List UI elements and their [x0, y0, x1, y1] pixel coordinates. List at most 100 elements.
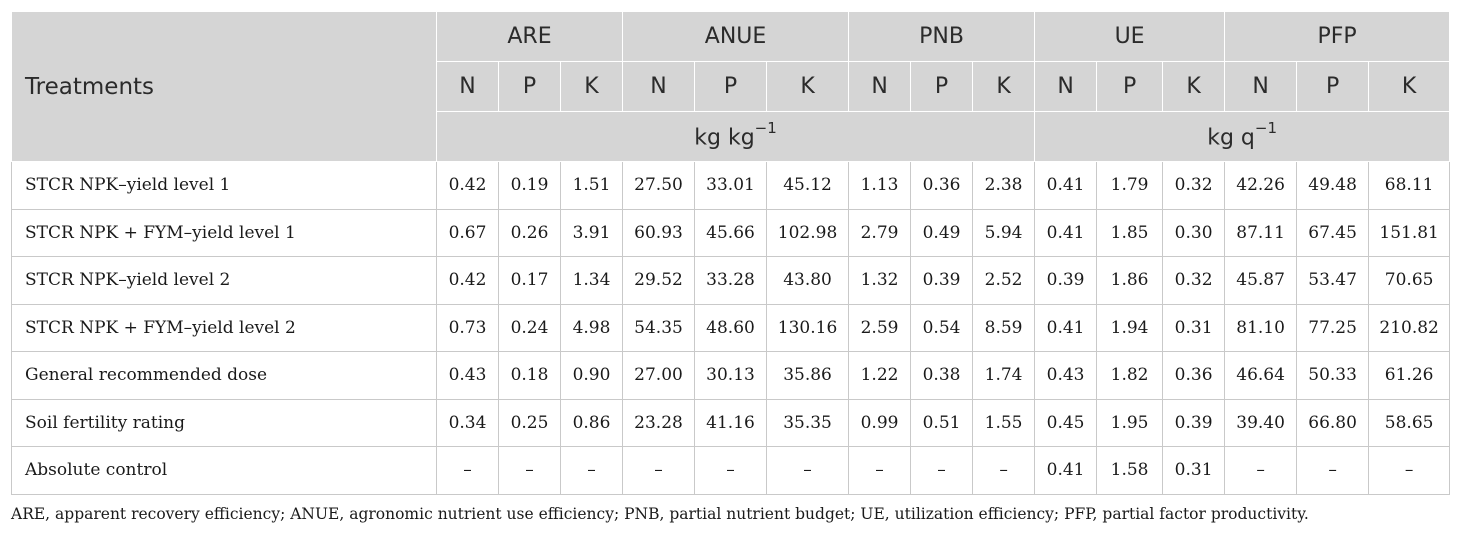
group-header-ue: UE — [1034, 11, 1226, 62]
value-cell: 87.11 — [1224, 208, 1298, 257]
value-cell: – — [498, 446, 561, 495]
value-cell: 48.60 — [694, 303, 768, 352]
value-cell: 0.36 — [910, 161, 974, 210]
value-cell: 0.45 — [1034, 398, 1098, 447]
value-cell: 0.36 — [1162, 351, 1226, 400]
value-cell: 60.93 — [622, 208, 696, 257]
sub-header-k: K — [559, 61, 624, 112]
table-row: Soil fertility rating 0.34 0.25 0.86 23.28 41… — [11, 398, 1451, 447]
value-cell: 68.11 — [1368, 161, 1451, 210]
value-cell: 1.95 — [1096, 398, 1164, 447]
value-cell: – — [1368, 446, 1451, 495]
value-cell: 1.74 — [972, 351, 1036, 400]
unit-kg-per-q-base: kg q — [1207, 125, 1255, 151]
value-cell: 2.52 — [972, 256, 1036, 305]
value-cell: 0.38 — [910, 351, 974, 400]
value-cell: 1.22 — [848, 351, 912, 400]
table-row: STCR NPK + FYM–yield level 1 0.67 0.26 3.91… — [11, 208, 1451, 257]
table-row: STCR NPK–yield level 2 0.42 0.17 1.34 29.52 3… — [11, 256, 1451, 305]
value-cell: – — [559, 446, 624, 495]
value-cell: 35.86 — [766, 351, 850, 400]
sub-header-p: P — [1096, 61, 1164, 112]
value-cell: 0.41 — [1034, 303, 1098, 352]
value-cell: 0.43 — [1034, 351, 1098, 400]
value-cell: 0.31 — [1162, 446, 1226, 495]
value-cell: 0.90 — [559, 351, 624, 400]
value-cell: 33.01 — [694, 161, 768, 210]
value-cell: 0.51 — [910, 398, 974, 447]
value-cell: 0.99 — [848, 398, 912, 447]
value-cell: 0.30 — [1162, 208, 1226, 257]
value-cell: 49.48 — [1296, 161, 1370, 210]
sub-header-k: K — [972, 61, 1036, 112]
value-cell: 1.79 — [1096, 161, 1164, 210]
value-cell: 66.80 — [1296, 398, 1370, 447]
unit-kg-per-q: kg q−1 — [1034, 111, 1451, 162]
table-row: STCR NPK–yield level 1 0.42 0.19 1.51 27.50 3… — [11, 161, 1451, 210]
value-cell: – — [622, 446, 696, 495]
table-row: Absolute control – – – – – – – – –0.41 1.58 0.31– – – — [11, 446, 1451, 495]
value-cell: 1.58 — [1096, 446, 1164, 495]
value-cell: 42.26 — [1224, 161, 1298, 210]
value-cell: 0.41 — [1034, 208, 1098, 257]
value-cell: 0.54 — [910, 303, 974, 352]
treatment-cell: Absolute control — [11, 446, 437, 495]
value-cell: 0.67 — [436, 208, 499, 257]
value-cell: 0.24 — [498, 303, 561, 352]
value-cell: – — [766, 446, 850, 495]
value-cell: 130.16 — [766, 303, 850, 352]
value-cell: 0.43 — [436, 351, 499, 400]
value-cell: 53.47 — [1296, 256, 1370, 305]
value-cell: 1.32 — [848, 256, 912, 305]
value-cell: 4.98 — [559, 303, 624, 352]
value-cell: – — [910, 446, 974, 495]
value-cell: – — [1224, 446, 1298, 495]
sub-header-n: N — [848, 61, 912, 112]
value-cell: 0.25 — [498, 398, 561, 447]
sub-header-n: N — [436, 61, 499, 112]
value-cell: – — [972, 446, 1036, 495]
value-cell: 27.00 — [622, 351, 696, 400]
value-cell: 210.82 — [1368, 303, 1451, 352]
table-row: STCR NPK + FYM–yield level 2 0.73 0.24 4.98… — [11, 303, 1451, 352]
value-cell: 3.91 — [559, 208, 624, 257]
value-cell: 70.65 — [1368, 256, 1451, 305]
treatment-cell: STCR NPK–yield level 2 — [11, 256, 437, 305]
sub-header-k: K — [1162, 61, 1226, 112]
value-cell: 61.26 — [1368, 351, 1451, 400]
value-cell: – — [1296, 446, 1370, 495]
value-cell: – — [848, 446, 912, 495]
value-cell: 0.19 — [498, 161, 561, 210]
value-cell: 2.79 — [848, 208, 912, 257]
treatment-cell: Soil fertility rating — [11, 398, 437, 447]
group-header-are: ARE — [435, 11, 624, 62]
value-cell: 45.12 — [766, 161, 850, 210]
sub-header-k: K — [766, 61, 850, 112]
value-cell: 30.13 — [694, 351, 768, 400]
sub-header-p: P — [1296, 61, 1370, 112]
value-cell: 0.39 — [1034, 256, 1098, 305]
value-cell: 23.28 — [622, 398, 696, 447]
value-cell: 1.85 — [1096, 208, 1164, 257]
value-cell: 0.73 — [436, 303, 499, 352]
table-footnote: ARE, apparent recovery efficiency; ANUE,… — [11, 505, 1309, 523]
efficiency-table: Treatments ARE ANUE PNB UE PFP N P K N P… — [11, 11, 1451, 495]
value-cell: 67.45 — [1296, 208, 1370, 257]
value-cell: 0.49 — [910, 208, 974, 257]
value-cell: 1.51 — [559, 161, 624, 210]
value-cell: 27.50 — [622, 161, 696, 210]
value-cell: 0.17 — [498, 256, 561, 305]
sub-header-k: K — [1368, 61, 1451, 112]
value-cell: 1.13 — [848, 161, 912, 210]
value-cell: 0.18 — [498, 351, 561, 400]
group-header-pfp: PFP — [1224, 11, 1451, 62]
value-cell: 1.86 — [1096, 256, 1164, 305]
sub-header-p: P — [910, 61, 974, 112]
value-cell: 54.35 — [622, 303, 696, 352]
value-cell: 1.82 — [1096, 351, 1164, 400]
value-cell: 5.94 — [972, 208, 1036, 257]
value-cell: 2.38 — [972, 161, 1036, 210]
treatment-cell: STCR NPK–yield level 1 — [11, 161, 437, 210]
value-cell: 0.86 — [559, 398, 624, 447]
unit-kg-per-q-exponent: −1 — [1254, 119, 1277, 138]
